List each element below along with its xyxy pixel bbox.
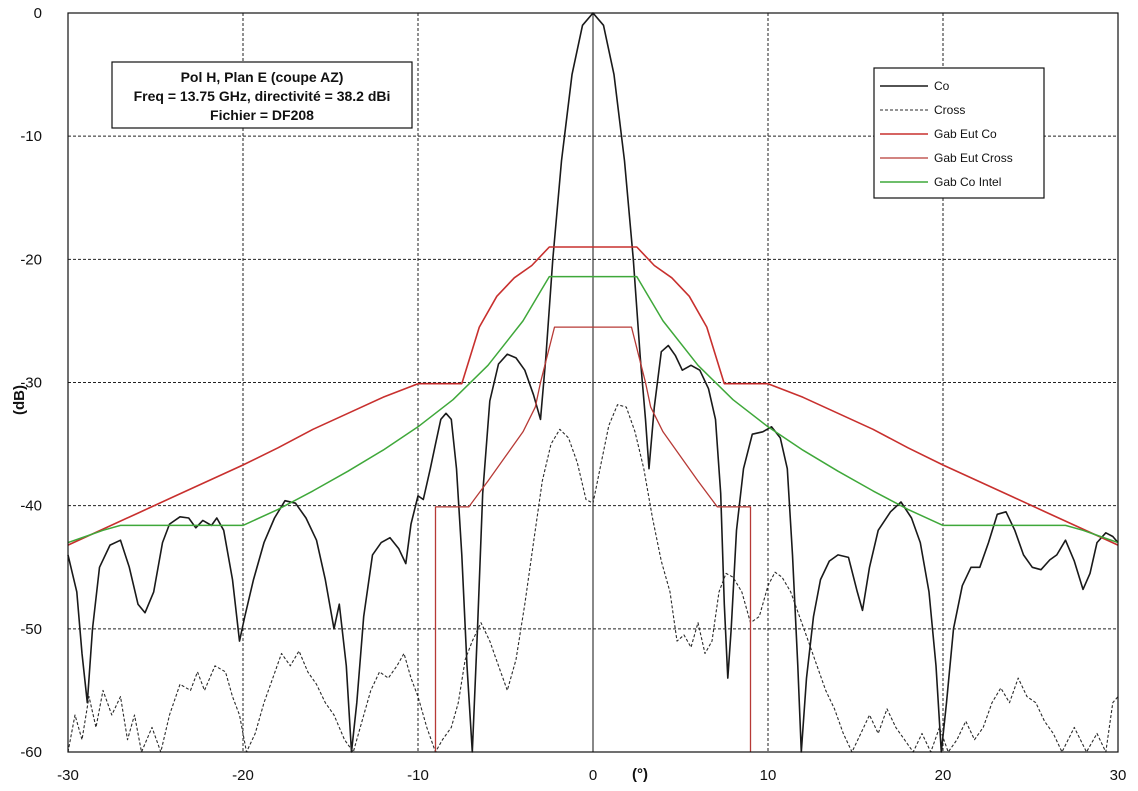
x-tick-label: -10 [407,767,429,784]
legend-label: Gab Eut Cross [934,151,1013,165]
x-axis-label: (°) [632,766,648,783]
y-tick-label: -10 [20,128,42,145]
info-box: Pol H, Plan E (coupe AZ) Freq = 13.75 GH… [111,61,413,129]
series-line-cross [67,404,1119,753]
x-tick-label: 0 [589,767,597,784]
info-line-3: Fichier = DF208 [210,107,314,123]
y-tick-label: -30 [20,375,42,392]
y-tick-label: -60 [20,744,42,761]
y-tick-label: -40 [20,498,42,515]
legend-label: Cross [934,103,965,117]
y-tick-label: -50 [20,621,42,638]
tick-labels: -30 -20 -10 0 10 20 30 0 -10 -20 -30 -40 -50 -60 [20,5,1126,784]
x-tick-label: 30 [1110,767,1127,784]
x-tick-label: -20 [232,767,254,784]
legend-label: Co [934,79,950,93]
plot-frame [67,12,1119,753]
series-line-gab-eut-co [67,246,1119,546]
legend-label: Gab Eut Co [934,127,997,141]
legend: Co Cross Gab Eut Co Gab Eut Cross Gab Co Int… [873,67,1045,199]
y-axis-label: (dB) [11,385,28,415]
series-line-gab-eut-cross [434,326,752,752]
series-line-gab-co-intel [67,275,1119,544]
x-tick-label: 20 [935,767,952,784]
y-tick-label: -20 [20,251,42,268]
legend-label: Gab Co Intel [934,175,1001,189]
x-tick-label: 10 [760,767,777,784]
info-line-1: Pol H, Plan E (coupe AZ) [181,69,344,85]
x-tick-label: -30 [57,767,79,784]
y-tick-label: 0 [34,5,42,22]
info-line-2: Freq = 13.75 GHz, directivité = 38.2 dBi [134,88,391,104]
